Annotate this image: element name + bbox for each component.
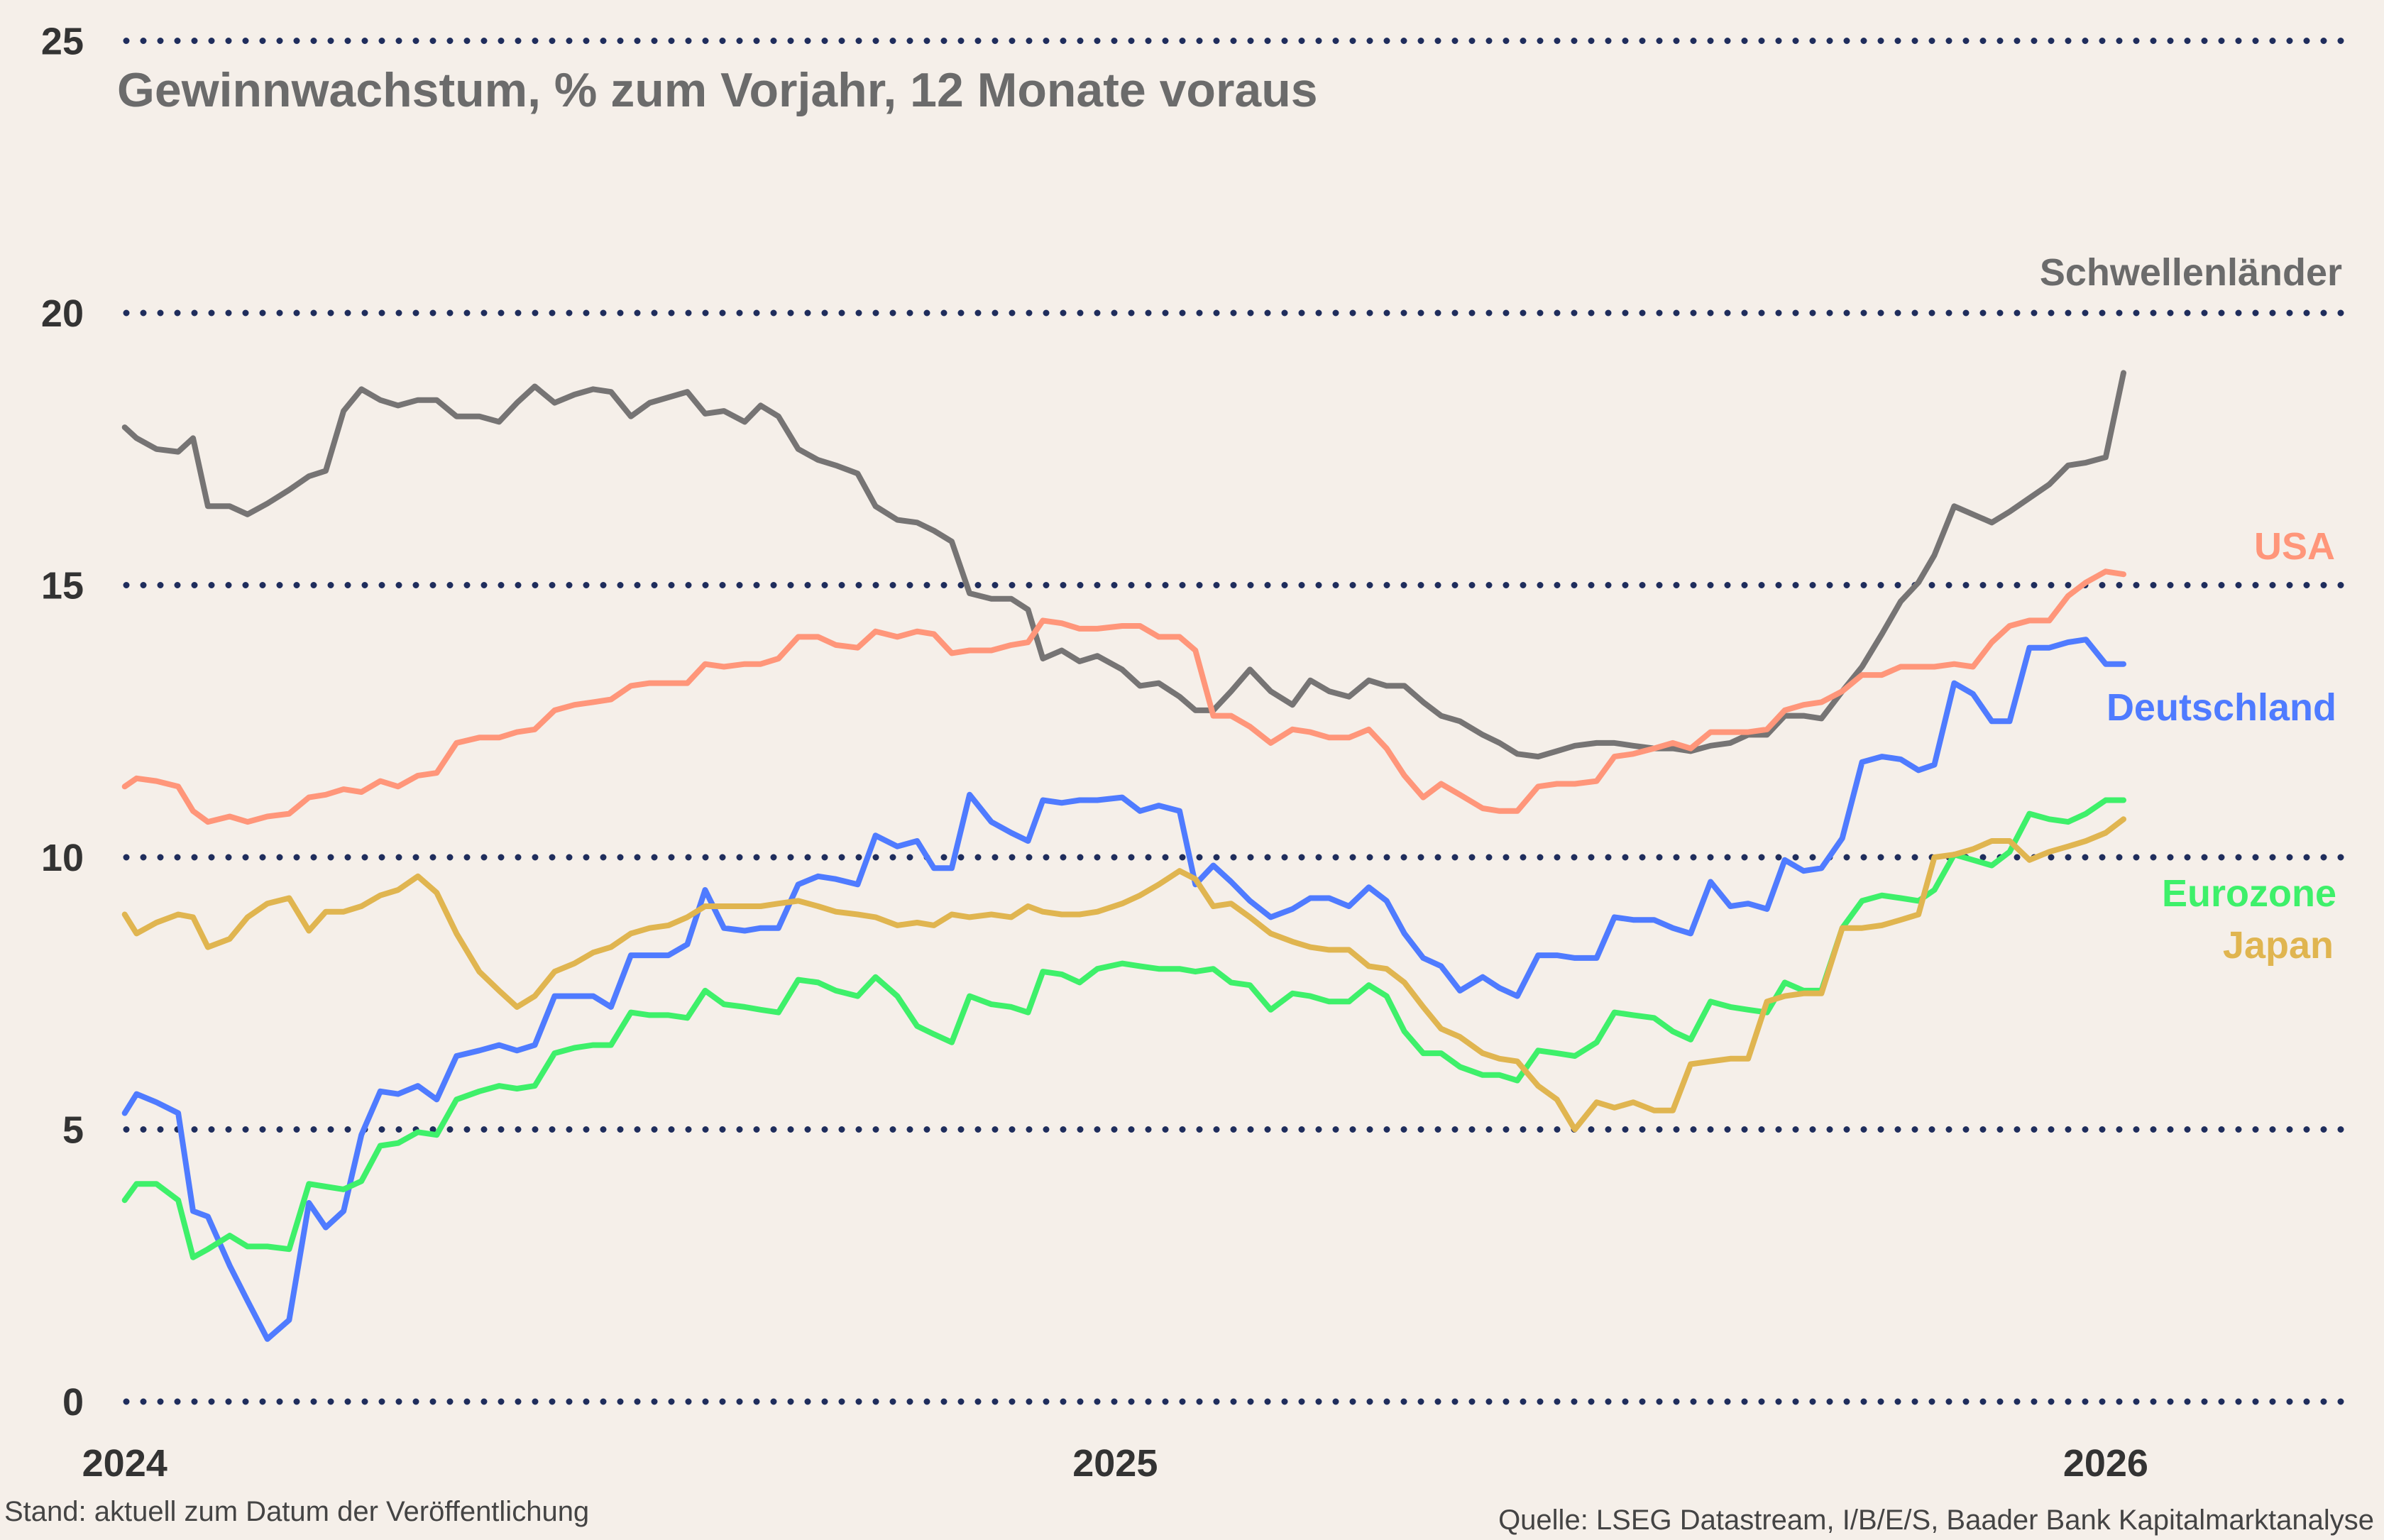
x-tick-label: 2025 [1072,1442,1158,1485]
y-tick-label: 5 [62,1109,84,1152]
y-tick-label: 25 [41,21,84,63]
x-tick-label: 2024 [82,1442,167,1485]
gridlines [123,38,2354,1405]
series-label-eurozone: Eurozone [2162,872,2336,915]
series-line-schwellenlnder [121,370,2126,760]
series-line-usa [121,568,2126,825]
y-tick-label: 10 [41,837,84,879]
x-tick-label: 2026 [2063,1442,2148,1485]
footer-source: Quelle: LSEG Datastream, I/B/E/S, Baader… [1498,1505,2374,1536]
series-line-eurozone [121,797,2126,1260]
chart-title: Gewinnwachstum, % zum Vorjahr, 12 Monate… [117,63,1318,117]
y-tick-label: 20 [41,292,84,335]
x-axis-ticks: 2024 2025 2026 [82,1442,2148,1485]
series-label-deutschland: Deutschland [2106,686,2336,729]
y-tick-label: 15 [41,565,84,607]
series-label-japan: Japan [2223,924,2334,967]
series-labels: Schwellenländer USA Deutschland Eurozone… [2040,251,2342,967]
y-axis-ticks: 0 5 10 15 20 25 [41,21,84,1424]
series-lines [121,370,2126,1342]
series-line-japan [121,816,2126,1133]
y-tick-label: 0 [62,1381,84,1424]
series-line-deutschland [121,637,2126,1342]
series-label-schwellenlaender: Schwellenländer [2040,251,2342,294]
series-label-usa: USA [2254,525,2335,568]
footer-note: Stand: aktuell zum Datum der Veröffentli… [4,1496,589,1527]
